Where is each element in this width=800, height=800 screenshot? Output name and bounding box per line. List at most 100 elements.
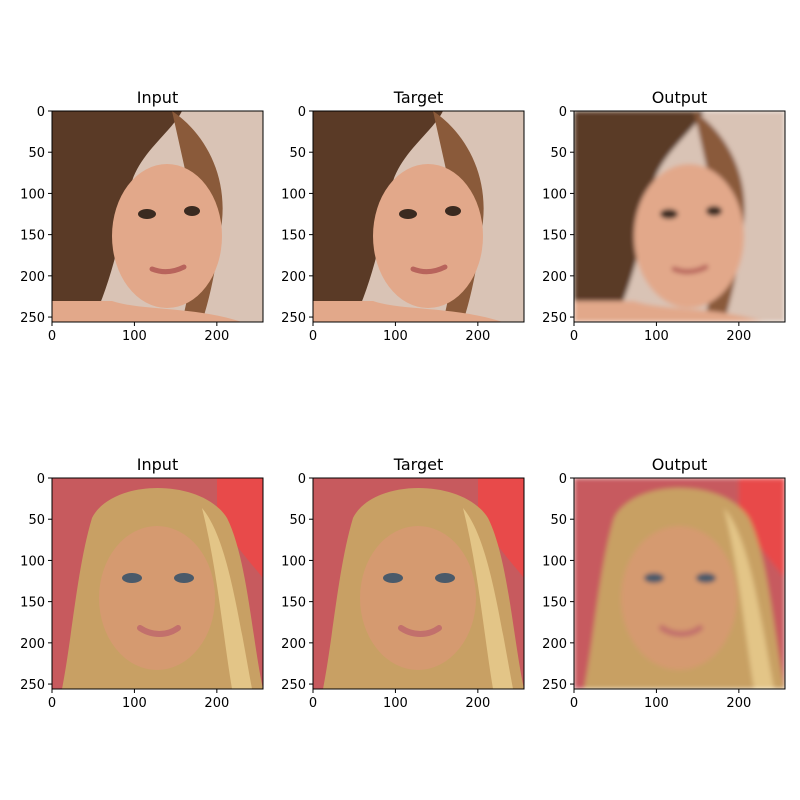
y-tick-label: 100 [542,187,567,202]
eye-shape [644,573,664,583]
eye-shape [399,209,417,219]
panel-title: Output [652,455,708,474]
y-tick-label: 150 [20,229,45,244]
eye-shape [383,573,403,583]
background-shape [217,478,263,578]
axes-frame [312,110,525,323]
x-tick-label: 100 [644,329,669,344]
y-tick-label: 150 [542,596,567,611]
y-tick-label: 0 [298,472,306,487]
y-tick-label: 50 [289,513,306,528]
y-tick-label: 150 [542,229,567,244]
panel-title: Target [393,88,444,107]
mouth-shape [398,625,442,637]
y-tick-label: 200 [281,637,306,652]
face-shape [112,164,222,308]
image-panel: Target 0 100 200 0 50 100 150 200 250 [281,455,525,711]
y-tick-label: 250 [20,311,45,326]
y-tick-label: 250 [542,311,567,326]
hair-shape [724,508,774,689]
y-tick-label: 250 [20,678,45,693]
eye-shape [660,209,678,219]
y-tick-label: 200 [281,270,306,285]
background-shape [739,478,785,578]
x-tick-label: 0 [309,696,317,711]
hair-shape [202,508,252,689]
axes-frame [51,477,264,690]
face-shape [99,526,215,670]
y-tick-label: 200 [20,637,45,652]
x-tick-label: 200 [204,696,229,711]
axes-frame [573,477,786,690]
x-tick-label: 100 [383,329,408,344]
image-panel: Output 0 100 200 0 50 100 150 200 250 [542,88,786,344]
x-tick-label: 0 [309,329,317,344]
y-tick-label: 200 [542,270,567,285]
x-tick-label: 100 [644,696,669,711]
y-tick-label: 50 [289,146,306,161]
y-tick-label: 100 [281,554,306,569]
y-tick-label: 0 [559,105,567,120]
y-tick-label: 250 [281,311,306,326]
mouth-shape [137,625,181,637]
y-tick-label: 150 [281,229,306,244]
y-tick-label: 200 [20,270,45,285]
x-tick-label: 0 [48,696,56,711]
x-tick-label: 0 [48,329,56,344]
panel-title: Output [652,88,708,107]
image-panel: Input 0 100 200 0 50 100 150 200 250 [20,455,264,711]
y-tick-label: 0 [559,472,567,487]
axes-frame [573,110,786,323]
x-tick-label: 100 [383,696,408,711]
x-tick-label: 200 [465,329,490,344]
eye-shape [696,573,716,583]
mouth-shape [410,264,448,275]
axes-frame [51,110,264,323]
y-tick-label: 0 [298,105,306,120]
image-panel: Target 0 100 200 0 50 100 150 200 250 [281,88,525,344]
y-tick-label: 100 [542,554,567,569]
eye-shape [174,573,194,583]
y-tick-label: 100 [281,187,306,202]
y-tick-label: 50 [550,146,567,161]
y-tick-label: 150 [281,596,306,611]
face-shape [634,164,744,308]
panel-title: Input [137,88,178,107]
x-tick-label: 200 [465,696,490,711]
face-shape [360,526,476,670]
shoulder-shape [574,301,764,322]
y-tick-label: 100 [20,187,45,202]
eye-shape [138,209,156,219]
y-tick-label: 250 [542,678,567,693]
y-tick-label: 0 [37,105,45,120]
mouth-shape [671,264,709,275]
shoulder-shape [52,301,242,322]
mouth-shape [659,625,703,637]
face-shape [621,526,737,670]
x-tick-label: 0 [570,696,578,711]
mouth-shape [149,264,187,275]
y-tick-label: 50 [28,146,45,161]
y-tick-label: 100 [20,554,45,569]
face-shape [373,164,483,308]
shoulder-shape [313,301,503,322]
eye-shape [706,206,722,216]
eye-shape [122,573,142,583]
image-panel: Input 0 100 200 0 50 100 150 200 250 [20,88,264,344]
axes-frame [312,477,525,690]
y-tick-label: 50 [28,513,45,528]
eye-shape [445,206,461,216]
y-tick-label: 250 [281,678,306,693]
hair-shape [463,508,513,689]
x-tick-label: 200 [726,696,751,711]
y-tick-label: 50 [550,513,567,528]
y-tick-label: 0 [37,472,45,487]
background-shape [478,478,524,578]
x-tick-label: 100 [122,329,147,344]
x-tick-label: 200 [726,329,751,344]
panel-title: Input [137,455,178,474]
y-tick-label: 200 [542,637,567,652]
y-tick-label: 150 [20,596,45,611]
x-tick-label: 100 [122,696,147,711]
